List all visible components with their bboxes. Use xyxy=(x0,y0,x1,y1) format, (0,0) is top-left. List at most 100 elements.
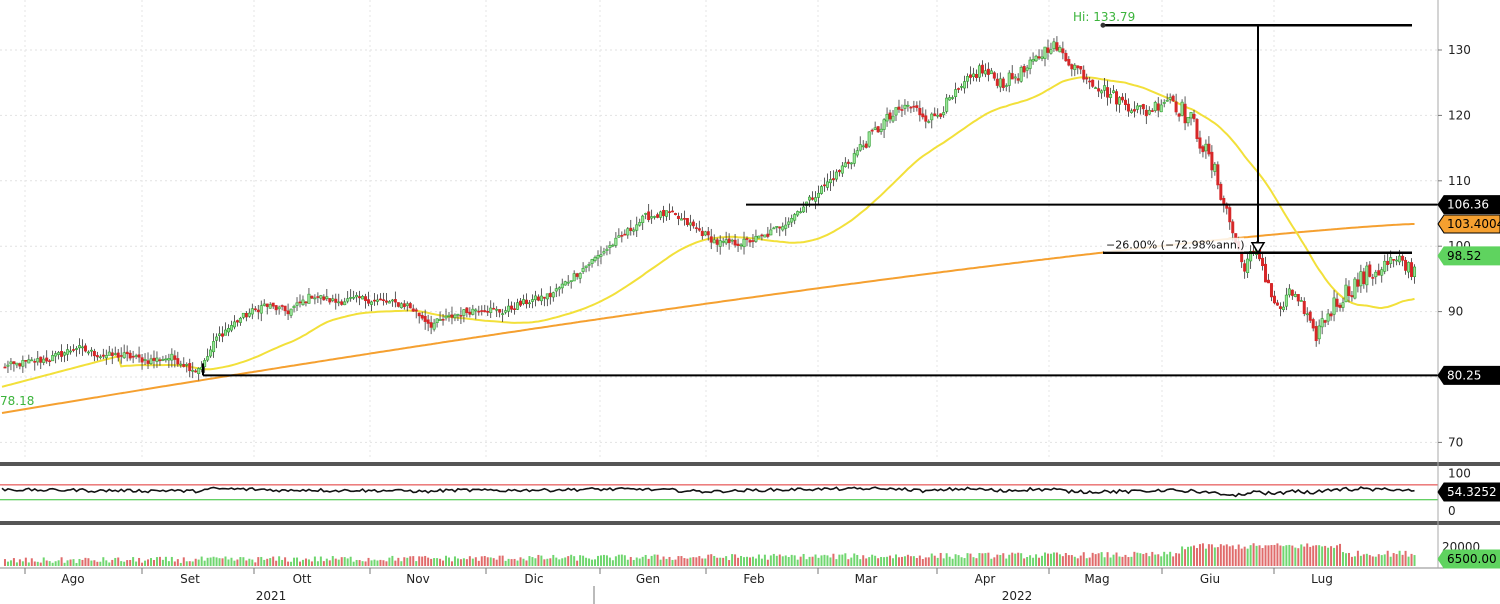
volume-bar xyxy=(829,557,832,566)
panel-divider[interactable] xyxy=(0,462,1500,466)
volume-bar xyxy=(772,553,775,566)
candle xyxy=(1073,63,1077,77)
candle xyxy=(292,304,296,313)
volume-bar xyxy=(492,558,495,566)
volume-bar xyxy=(322,561,325,566)
candle xyxy=(24,359,28,369)
volume-bar xyxy=(215,557,218,566)
candle xyxy=(703,230,707,237)
candle xyxy=(381,292,385,306)
candle xyxy=(1302,297,1306,317)
candle xyxy=(1392,259,1396,268)
volume-bar xyxy=(886,556,889,566)
volume-bar xyxy=(498,555,501,566)
volume-bar xyxy=(141,562,144,566)
candle xyxy=(751,233,755,249)
volume-bar xyxy=(254,562,257,566)
candle xyxy=(837,169,841,177)
candle xyxy=(1284,287,1288,311)
candle xyxy=(152,350,156,369)
candle xyxy=(286,303,290,321)
volume-bar xyxy=(1336,545,1339,566)
volume-bar xyxy=(1312,545,1315,566)
volume-bar xyxy=(1374,556,1377,566)
candle xyxy=(340,299,344,306)
volume-bar xyxy=(27,562,30,566)
candle xyxy=(232,315,236,330)
x-tick-label: Ago xyxy=(61,572,84,586)
volume-bar xyxy=(72,559,75,566)
volume-bar xyxy=(1166,554,1169,566)
candle xyxy=(247,308,251,318)
candle xyxy=(1055,36,1059,52)
volume-bar xyxy=(1327,547,1330,566)
volume-bar xyxy=(692,557,695,566)
candle xyxy=(548,286,552,305)
candle xyxy=(951,95,955,100)
candle xyxy=(42,355,46,366)
candle xyxy=(679,213,683,221)
candle xyxy=(1171,94,1175,102)
candle xyxy=(536,294,540,302)
volume-bar xyxy=(972,557,975,566)
candle xyxy=(1323,319,1327,328)
candle xyxy=(226,324,230,337)
candle xyxy=(1308,310,1312,323)
volume-bar xyxy=(1410,553,1413,566)
volume-bar xyxy=(1032,557,1035,566)
candle xyxy=(1264,256,1268,283)
candle xyxy=(80,339,84,356)
volume-bar xyxy=(728,560,731,566)
volume-bar xyxy=(379,559,382,566)
volume-bar xyxy=(695,557,698,566)
candle xyxy=(846,159,850,169)
volume-bar xyxy=(751,556,754,566)
grid xyxy=(0,0,1438,460)
candle xyxy=(834,169,838,182)
candle xyxy=(1374,269,1378,285)
candle xyxy=(1278,302,1282,317)
volume-bar xyxy=(647,558,650,566)
volume-bar xyxy=(161,559,164,566)
candle xyxy=(48,359,52,367)
candle xyxy=(1204,139,1208,159)
volume-bar xyxy=(471,558,474,566)
candle xyxy=(963,75,967,94)
candle xyxy=(551,291,555,302)
peak-marker xyxy=(1100,22,1106,28)
candle xyxy=(560,278,564,294)
candle xyxy=(1147,106,1151,116)
volume-bar xyxy=(1389,556,1392,566)
panel-divider[interactable] xyxy=(0,521,1500,525)
volume-bar xyxy=(51,562,54,566)
candle xyxy=(504,306,508,315)
volume-bar xyxy=(710,554,713,566)
volume-bar xyxy=(769,555,772,566)
candle xyxy=(313,294,317,305)
candle xyxy=(1183,96,1187,131)
candle xyxy=(1344,278,1348,303)
volume-bar xyxy=(465,559,468,566)
volume-bar xyxy=(281,559,284,566)
candle xyxy=(882,118,886,138)
candle xyxy=(235,319,239,327)
candle xyxy=(939,113,943,120)
volume-bar xyxy=(513,558,516,566)
candle xyxy=(569,280,573,289)
volume-bar xyxy=(641,556,644,566)
volume-bar xyxy=(805,559,808,566)
drawdown-annotation-text: −26.00% (−72.98%ann.) xyxy=(1106,239,1245,252)
candle xyxy=(998,72,1002,93)
volume-bar xyxy=(114,557,117,566)
candle xyxy=(289,308,293,319)
candle xyxy=(617,228,621,238)
volume-bar xyxy=(293,557,296,566)
candle xyxy=(945,93,949,114)
volume-bar xyxy=(120,561,123,566)
volume-bar xyxy=(1011,552,1014,566)
long-ma-price-tag-text: 103.4004 xyxy=(1447,217,1500,231)
candle xyxy=(578,272,582,284)
volume-bar xyxy=(748,557,751,566)
candle xyxy=(1010,65,1014,80)
volume-bar xyxy=(1315,545,1318,566)
